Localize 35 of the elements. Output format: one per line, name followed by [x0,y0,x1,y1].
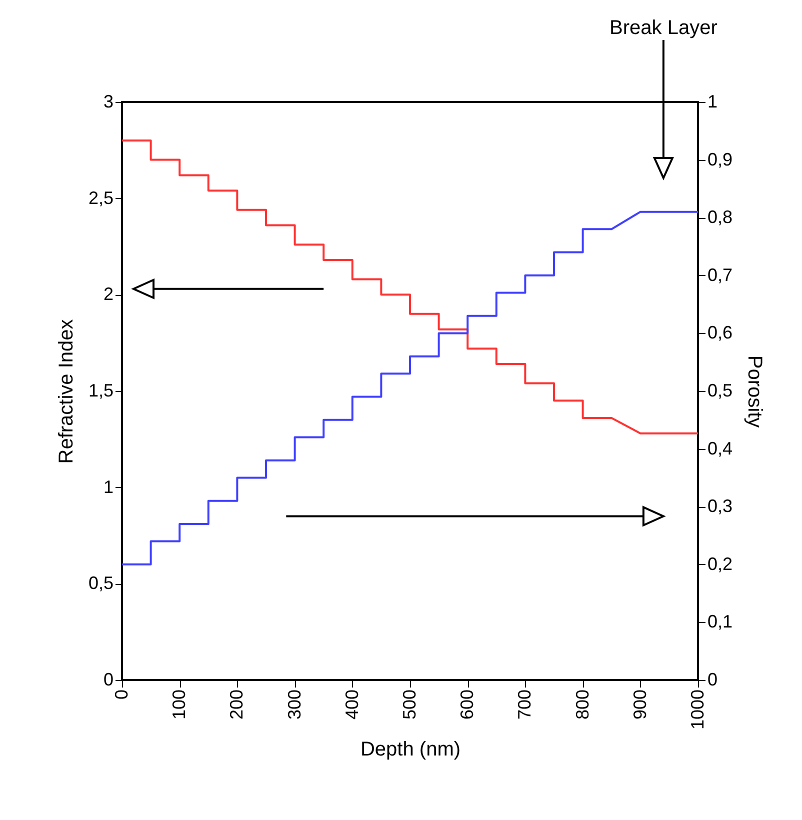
text: Break Layer [610,17,718,39]
x-tick-label: 1000 [688,690,708,730]
y2-tick-label: 0,9 [708,149,733,170]
y2-tick-label: 0,8 [708,207,733,228]
x-tick-label: 800 [572,690,592,720]
y2-tick-label: 0,7 [708,264,733,285]
y-tick-label: 0 [103,670,114,690]
x-tick-label: 500 [400,690,420,720]
x-tick-label: 900 [630,690,650,720]
y-tick-label: 0,5 [88,573,114,594]
y-tick-label: 2 [103,284,114,304]
y2-tick-label: 0,2 [708,554,733,574]
y-tick-label: 3 [103,92,114,112]
x-tick-label: 300 [284,690,304,720]
x-tick-label: 100 [169,690,190,720]
y2-tick-label: 0,5 [708,380,733,400]
y2-tick-label: 1 [708,92,718,112]
y2-tick-label: 0,6 [708,322,733,343]
x-tick-label: 700 [514,690,535,720]
x-tick-label: 200 [226,690,247,720]
y-axis-title: Refractive Index [55,319,78,464]
x-tick-label: 600 [457,690,478,720]
x-tick-label: 0 [112,690,132,700]
y2-tick-label: 0,3 [708,496,733,516]
y2-axis-title: Porosity [744,355,766,428]
y-tick-label: 1,5 [88,380,114,400]
y-tick-label: 2,5 [88,188,114,208]
line-series [122,140,698,434]
y2-tick-label: 0 [708,670,718,690]
y2-tick-label: 0,1 [708,612,733,632]
x-axis-title: Depth (nm) [360,738,461,761]
y-tick-label: 1 [103,476,114,497]
line-series [122,210,698,566]
y2-tick-label: 0,4 [708,438,733,458]
x-tick-label: 400 [342,690,362,720]
